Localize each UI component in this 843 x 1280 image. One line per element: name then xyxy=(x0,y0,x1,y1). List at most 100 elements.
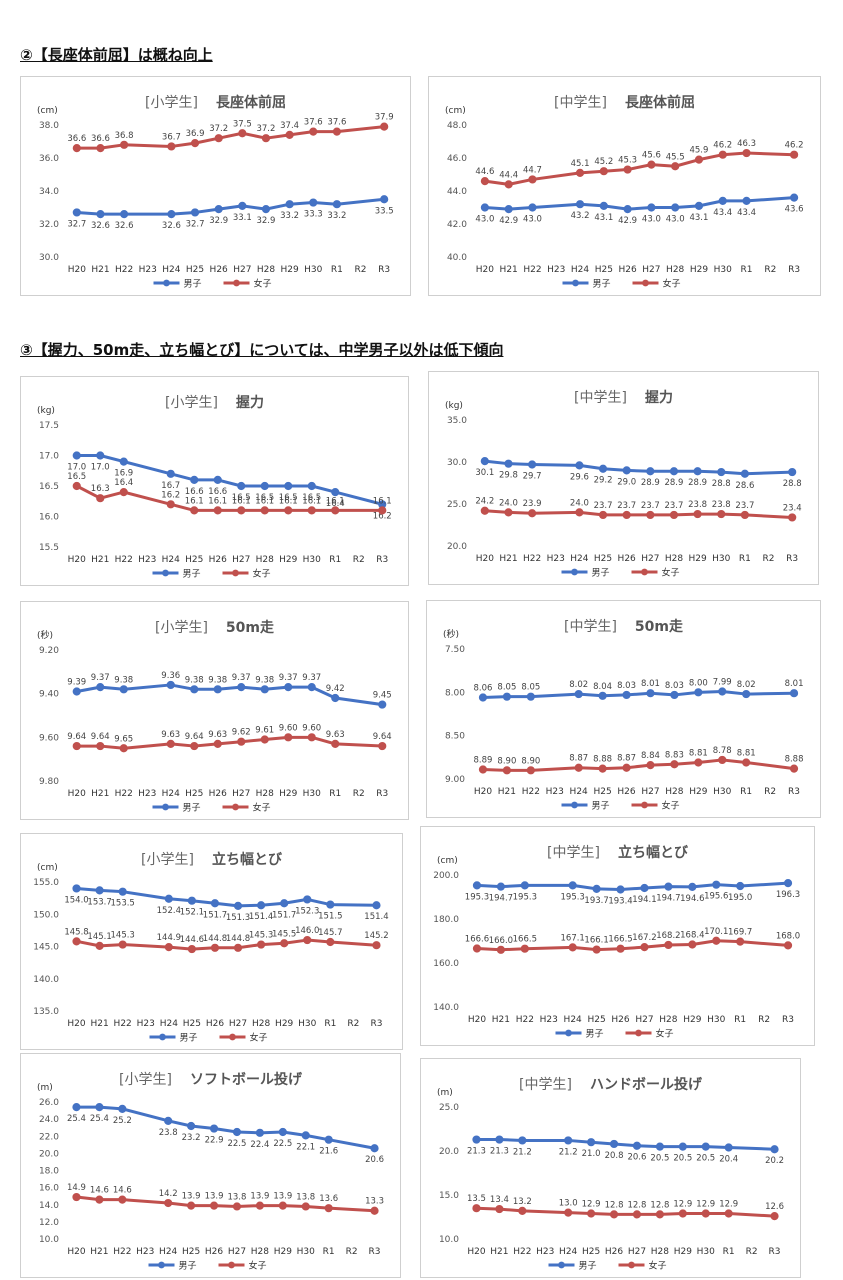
data-point-male xyxy=(528,460,537,469)
data-label-male: 21.3 xyxy=(490,1147,509,1157)
data-point-female xyxy=(568,943,577,952)
data-label-male: 29.6 xyxy=(570,472,589,482)
y-tick-label: 48.0 xyxy=(447,121,467,131)
x-tick-label: H20 xyxy=(68,555,86,565)
data-label-male: 43.2 xyxy=(571,211,590,221)
x-tick-label: H22 xyxy=(523,554,541,564)
data-point-female xyxy=(609,1210,619,1219)
data-label-female: 13.9 xyxy=(250,1192,269,1202)
elem-50m-svg: [小学生] 50m走 (秒) 9.20 9.40 9.60 9.80 H20 H21 H22 H23… xyxy=(37,620,392,814)
data-point-female xyxy=(678,1209,687,1218)
data-point-female xyxy=(622,510,631,520)
data-point-female xyxy=(72,741,81,751)
x-tick-label: H28 xyxy=(665,787,683,797)
x-tick-label: R1 xyxy=(329,555,341,565)
y-tick-label: 16.0 xyxy=(39,513,59,523)
x-tick-label: R2 xyxy=(758,1015,770,1025)
jh-50m-svg: [中学生] 50m走 (秒) 7.50 8.00 8.50 9.00 H20 H21 H22 H23… xyxy=(443,619,804,812)
data-label-male: 151.4 xyxy=(249,912,273,922)
legend-marker-male xyxy=(159,1033,166,1041)
data-label-male: 33.2 xyxy=(280,211,299,221)
data-label-male: 16.5 xyxy=(232,493,251,503)
data-point-female xyxy=(307,733,316,742)
data-label-male: 28.9 xyxy=(641,478,660,488)
data-label-female: 13.8 xyxy=(227,1192,246,1202)
data-point-male xyxy=(257,901,266,910)
chart-jh-sitreach: [中学生] 長座体前屈 (cm) 48.0 46.0 44.0 42.0 40.0 H20 H21… xyxy=(428,76,821,296)
data-label-female: 46.2 xyxy=(785,141,804,151)
data-point-female xyxy=(213,506,222,515)
data-point-female xyxy=(472,1204,481,1213)
data-label-male: 9.38 xyxy=(114,675,133,685)
x-tick-label: H21 xyxy=(90,1247,108,1257)
data-point-female xyxy=(478,765,488,774)
data-label-male: 43.1 xyxy=(689,213,708,223)
data-point-male xyxy=(307,683,316,692)
x-tick-label: H25 xyxy=(587,1015,605,1025)
x-tick-label: H21 xyxy=(91,555,109,565)
data-label-male: 21.6 xyxy=(319,1147,338,1157)
x-tick-label: H27 xyxy=(642,265,660,275)
data-point-female xyxy=(370,1206,379,1215)
data-point-male xyxy=(655,1142,664,1151)
data-point-female xyxy=(280,939,289,948)
data-point-male xyxy=(280,899,289,908)
x-tick-label: H28 xyxy=(256,789,274,799)
data-point-female xyxy=(688,940,697,949)
data-label-male: 20.8 xyxy=(605,1151,624,1161)
data-point-male xyxy=(788,467,797,477)
data-point-male xyxy=(575,200,585,209)
legend-label-female: 女子 xyxy=(254,278,272,290)
data-point-female xyxy=(118,1195,127,1204)
data-label-male: 21.0 xyxy=(582,1149,601,1159)
x-tick-label: H24 xyxy=(162,265,180,275)
y-tick-label: 9.40 xyxy=(39,690,59,700)
data-label-male: 194.1 xyxy=(632,895,656,905)
data-point-male xyxy=(166,469,175,478)
data-point-male xyxy=(190,685,199,694)
data-point-male xyxy=(72,1103,81,1112)
chart-elem-ball: [小学生] ソフトボール投げ (m) 26.0 24.0 22.0 20.0 18.0 16.0… xyxy=(20,1053,401,1278)
x-tick-label: H24 xyxy=(162,555,180,565)
data-label-male: 21.3 xyxy=(467,1147,486,1157)
data-point-male xyxy=(688,882,697,891)
data-point-female xyxy=(260,506,269,515)
legend-label-female: 女子 xyxy=(663,278,681,290)
x-tick-label: H29 xyxy=(275,1019,293,1029)
data-point-female xyxy=(598,764,607,773)
data-point-male xyxy=(237,683,246,692)
legend-label-male: 男子 xyxy=(579,1261,597,1272)
data-point-female xyxy=(303,935,312,945)
x-tick-label: H21 xyxy=(490,1247,508,1257)
data-point-female xyxy=(616,944,625,953)
x-tick-label: H23 xyxy=(547,554,565,564)
data-label-female: 45.5 xyxy=(666,152,685,162)
x-tick-label: H28 xyxy=(666,265,684,275)
x-tick-label: H22 xyxy=(516,1015,534,1025)
data-label-female: 12.9 xyxy=(582,1199,601,1209)
data-label-female: 9.64 xyxy=(373,732,392,742)
data-label-female: 12.8 xyxy=(605,1200,624,1210)
data-label-male: 28.6 xyxy=(735,481,754,491)
x-tick-label: H24 xyxy=(559,1247,577,1257)
x-tick-label: H24 xyxy=(570,554,588,564)
data-point-female xyxy=(480,177,489,186)
x-tick-label: H30 xyxy=(303,555,321,565)
data-point-male xyxy=(598,464,608,473)
data-point-male xyxy=(528,203,537,212)
legend-label-male: 男子 xyxy=(586,1029,604,1040)
y-tick-label: 22.0 xyxy=(39,1132,59,1142)
data-label-female: 16.1 xyxy=(255,496,274,506)
data-label-female: 37.5 xyxy=(233,119,252,129)
data-label-male: 29.0 xyxy=(617,477,636,487)
data-point-female xyxy=(187,1201,196,1210)
data-point-female xyxy=(480,506,489,515)
chart-title: [小学生] 立ち幅とび xyxy=(141,851,283,868)
data-point-male xyxy=(214,205,223,214)
x-tick-label: H24 xyxy=(564,1015,582,1025)
y-axis-unit: (cm) xyxy=(445,106,466,116)
x-tick-label: R2 xyxy=(355,265,367,275)
data-label-male: 20.5 xyxy=(673,1154,692,1164)
y-tick-label: 135.0 xyxy=(33,1007,59,1017)
x-tick-label: H20 xyxy=(67,1247,85,1257)
